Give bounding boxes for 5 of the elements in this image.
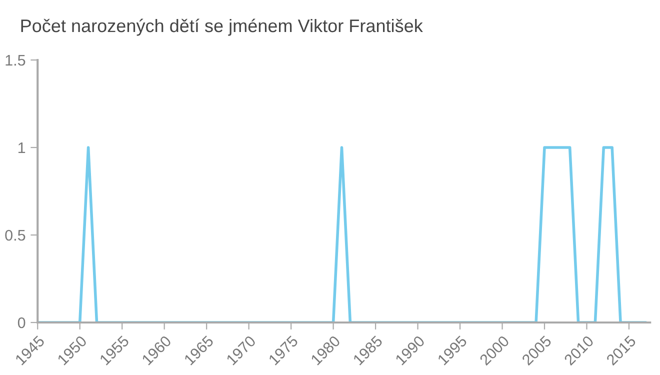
chart-title: Počet narozených dětí se jménem Viktor František: [21, 18, 423, 36]
y-tick-label: 0.5: [5, 230, 26, 241]
y-tick-label: 0: [18, 317, 26, 328]
y-tick-label: 1.5: [6, 55, 26, 66]
y-tick-label: 1: [18, 142, 26, 154]
